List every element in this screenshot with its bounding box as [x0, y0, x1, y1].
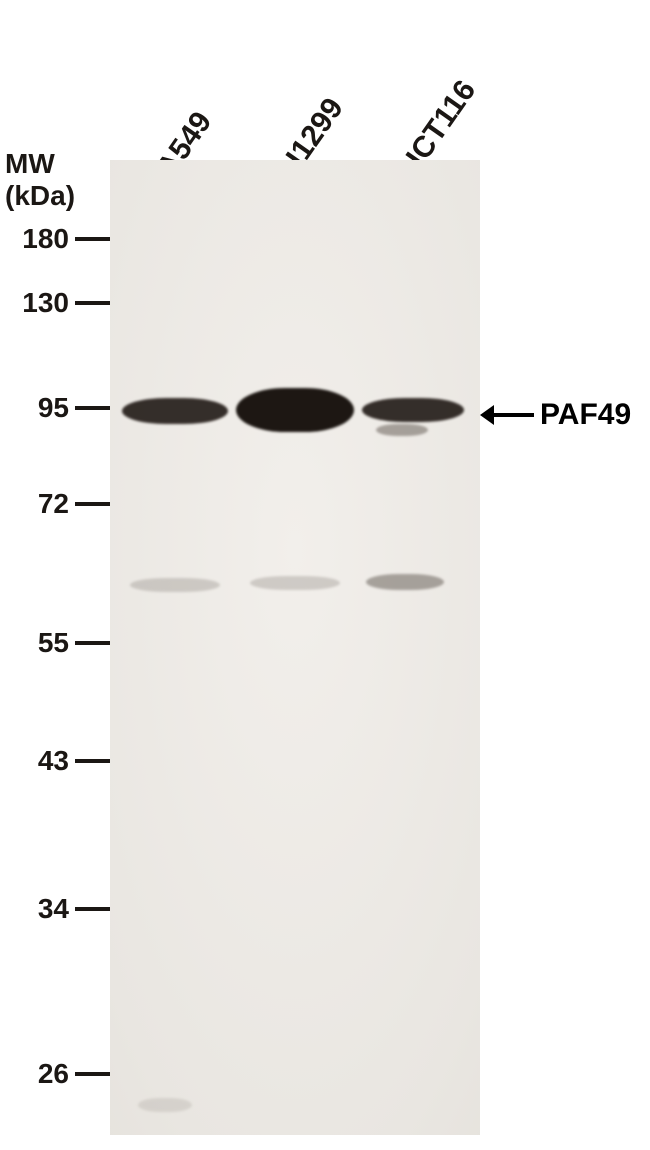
mw-tick: 130	[3, 287, 111, 319]
band	[236, 388, 354, 432]
band	[362, 398, 464, 422]
lane-a549	[116, 160, 234, 1135]
mw-tick-label: 72	[3, 488, 69, 520]
band	[366, 574, 444, 590]
band	[376, 424, 428, 436]
arrow-left-icon	[492, 413, 534, 417]
mw-tick-dash	[75, 759, 111, 763]
western-blot-figure: A549 H1299 HCT116 MW (kDa) 1801309572554…	[0, 0, 650, 1150]
mw-tick-dash	[75, 907, 111, 911]
mw-tick: 55	[3, 627, 111, 659]
lane-h1299	[236, 160, 354, 1135]
mw-tick-label: 34	[3, 893, 69, 925]
mw-tick-dash	[75, 641, 111, 645]
band	[130, 578, 220, 592]
mw-tick: 43	[3, 745, 111, 777]
band	[250, 576, 340, 590]
band	[122, 398, 228, 424]
mw-tick: 26	[3, 1058, 111, 1090]
mw-tick-dash	[75, 406, 111, 410]
blot-membrane	[110, 160, 480, 1135]
mw-tick: 95	[3, 392, 111, 424]
mw-tick-dash	[75, 1072, 111, 1076]
mw-tick: 72	[3, 488, 111, 520]
mw-tick-label: 55	[3, 627, 69, 659]
band-annotation: PAF49	[492, 398, 631, 432]
mw-tick: 34	[3, 893, 111, 925]
mw-tick-label: 130	[3, 287, 69, 319]
mw-tick-label: 26	[3, 1058, 69, 1090]
lane-hct116	[356, 160, 474, 1135]
mw-tick-label: 180	[3, 223, 69, 255]
band	[138, 1098, 192, 1112]
mw-tick: 180	[3, 223, 111, 255]
mw-tick-dash	[75, 301, 111, 305]
mw-tick-dash	[75, 237, 111, 241]
mw-tick-label: 95	[3, 392, 69, 424]
mw-tick-dash	[75, 502, 111, 506]
annotation-label: PAF49	[540, 398, 631, 432]
mw-tick-label: 43	[3, 745, 69, 777]
